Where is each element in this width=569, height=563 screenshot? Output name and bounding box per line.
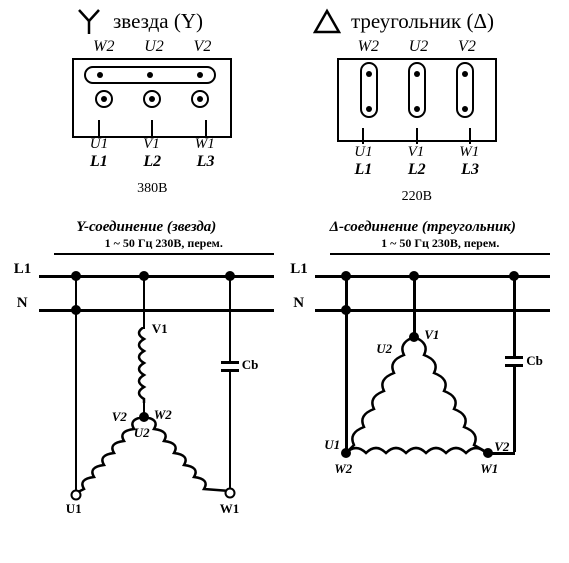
lead	[205, 120, 207, 136]
label: L3	[461, 161, 479, 179]
label: W1	[459, 144, 479, 161]
delta-schematic: Δ-соединение (треугольник) 1 ~ 50 Гц 230…	[290, 219, 555, 509]
coil-left	[344, 337, 420, 455]
delta-terminal-block: W2 U2 V2	[312, 38, 522, 205]
l1-label: L1	[14, 261, 32, 278]
star-leads	[72, 120, 232, 136]
label: L2	[408, 161, 426, 179]
label: V1	[408, 144, 425, 161]
delta-voltage: 220В	[312, 189, 522, 205]
u1-terminal	[70, 490, 81, 501]
node	[341, 448, 351, 458]
u1-label: U1	[66, 501, 82, 517]
delta-label: треугольник (Δ)	[351, 9, 494, 34]
label: V1	[143, 136, 160, 153]
wire	[513, 276, 516, 356]
delta-links	[345, 66, 489, 116]
schematic-row: Y-соединение (звезда) 1 ~ 50 Гц 230В, пе…	[0, 205, 569, 509]
label: W2	[358, 38, 379, 56]
lead	[151, 120, 153, 136]
star-schematic: Y-соединение (звезда) 1 ~ 50 Гц 230В, пе…	[14, 219, 279, 509]
label: U2	[144, 38, 164, 56]
star-bottom-labels2: L1 L2 L3	[72, 153, 232, 171]
star-sch-title: Y-соединение (звезда)	[14, 219, 279, 236]
star-header: звезда (Y)	[75, 8, 203, 34]
terminal-pad	[143, 90, 161, 108]
cap-label: Cb	[242, 357, 259, 373]
v2-label: V2	[494, 439, 509, 455]
lead	[362, 128, 364, 144]
label: W1	[195, 136, 215, 153]
header-row: звезда (Y) треугольник (Δ)	[0, 0, 569, 38]
star-sch-subtitle: 1 ~ 50 Гц 230В, перем.	[54, 236, 274, 255]
delta-link-bar	[456, 62, 474, 118]
n-label: N	[17, 295, 28, 312]
wire	[229, 276, 232, 361]
w1-label: W1	[220, 501, 240, 517]
delta-leads	[337, 128, 497, 144]
cap-top	[221, 361, 239, 364]
cap-label: Cb	[526, 353, 543, 369]
delta-link-bar	[360, 62, 378, 118]
star-top-labels: W2 U2 V2	[72, 38, 232, 56]
label: V2	[458, 38, 476, 56]
u1-label: U1	[324, 437, 340, 453]
l1-label: L1	[290, 261, 308, 278]
delta-link-bar	[408, 62, 426, 118]
wire	[513, 366, 516, 452]
lead	[98, 120, 100, 136]
wire	[143, 276, 146, 329]
star-label: звезда (Y)	[113, 9, 203, 34]
terminal-pad	[95, 90, 113, 108]
label: U2	[409, 38, 429, 56]
delta-sch-subtitle: 1 ~ 50 Гц 230В, перем.	[330, 236, 550, 255]
w1-terminal	[224, 488, 235, 499]
w1-label: W1	[480, 461, 498, 477]
star-terminal-block: W2 U2 V2 U1 V1 W1	[47, 38, 257, 205]
star-bottom-labels1: U1 V1 W1	[72, 136, 232, 153]
label: U1	[354, 144, 372, 161]
terminal-pad	[191, 90, 209, 108]
label: W2	[93, 38, 114, 56]
n-label: N	[293, 295, 304, 312]
coil-right	[412, 337, 490, 455]
delta-header: треугольник (Δ)	[313, 8, 494, 34]
w2-label: W2	[334, 461, 352, 477]
label: L3	[197, 153, 215, 171]
star-bottom-pads	[80, 90, 224, 108]
lead	[469, 128, 471, 144]
star-link-bar	[84, 66, 216, 84]
label: V2	[194, 38, 212, 56]
star-voltage: 380В	[47, 181, 257, 197]
terminal-row: W2 U2 V2 U1 V1 W1	[0, 38, 569, 205]
label: L1	[355, 161, 373, 179]
wire	[413, 276, 416, 336]
delta-bottom-labels1: U1 V1 W1	[337, 144, 497, 161]
delta-top-labels: W2 U2 V2	[337, 38, 497, 56]
triangle-icon	[313, 8, 341, 34]
label: U1	[90, 136, 108, 153]
cap-top	[505, 356, 523, 359]
label: L1	[90, 153, 108, 171]
delta-bottom-labels2: L1 L2 L3	[337, 161, 497, 179]
v1-label: V1	[152, 321, 168, 337]
coil-v1	[131, 327, 157, 403]
coil-right	[142, 417, 232, 497]
star-icon	[75, 8, 103, 34]
label: L2	[143, 153, 161, 171]
coil-bottom	[346, 443, 488, 465]
lead	[416, 128, 418, 144]
delta-sch-title: Δ-соединение (треугольник)	[290, 219, 555, 236]
wire	[143, 403, 146, 417]
